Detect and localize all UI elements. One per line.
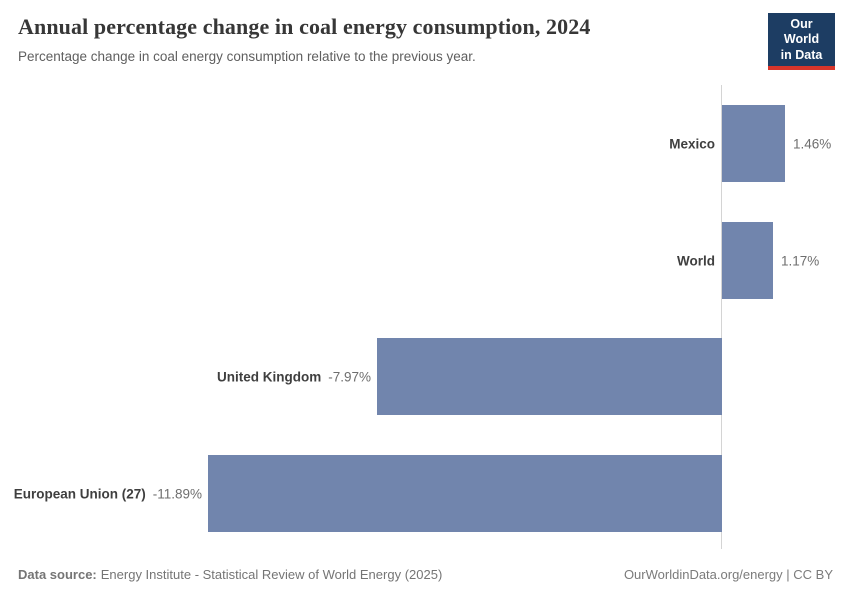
owid-logo-line1: Our World	[783, 17, 820, 47]
bar-world[interactable]	[722, 222, 773, 299]
chart-subtitle: Percentage change in coal energy consump…	[18, 49, 476, 64]
bar-category-label: Mexico	[669, 136, 715, 151]
bar-label-group: European Union (27) -11.89%	[14, 486, 202, 501]
page-title: Annual percentage change in coal energy …	[18, 14, 591, 39]
chart-header: Annual percentage change in coal energy …	[18, 14, 750, 64]
bar-category-label: European Union (27)	[13, 486, 146, 501]
data-source-label: Data source:	[18, 567, 97, 582]
owid-logo-line2: in Data	[780, 47, 823, 62]
bar-value-label: 1.17%	[781, 253, 820, 268]
owid-logo[interactable]: Our World in Data	[768, 13, 835, 70]
bar-mexico[interactable]	[722, 105, 785, 182]
bar-united-kingdom[interactable]	[377, 338, 722, 415]
bar-value-label: 1.46%	[793, 136, 832, 151]
bar-category-label: World	[677, 253, 715, 268]
bar-value-label: -7.97%	[328, 369, 371, 384]
bar-category-label: United Kingdom	[216, 369, 322, 384]
chart-footer: Data source: Energy Institute - Statistic…	[18, 567, 833, 582]
bar-value-label: -11.89%	[152, 486, 202, 501]
bar-european-union-27-[interactable]	[208, 455, 722, 532]
zero-axis-line	[721, 85, 722, 549]
data-source-text: Energy Institute - Statistical Review of…	[100, 567, 443, 582]
data-source: Data source: Energy Institute - Statistic…	[18, 567, 442, 582]
owid-url-license[interactable]: OurWorldinData.org/energy | CC BY	[623, 567, 833, 582]
bar-label-group: United Kingdom -7.97%	[217, 369, 371, 384]
